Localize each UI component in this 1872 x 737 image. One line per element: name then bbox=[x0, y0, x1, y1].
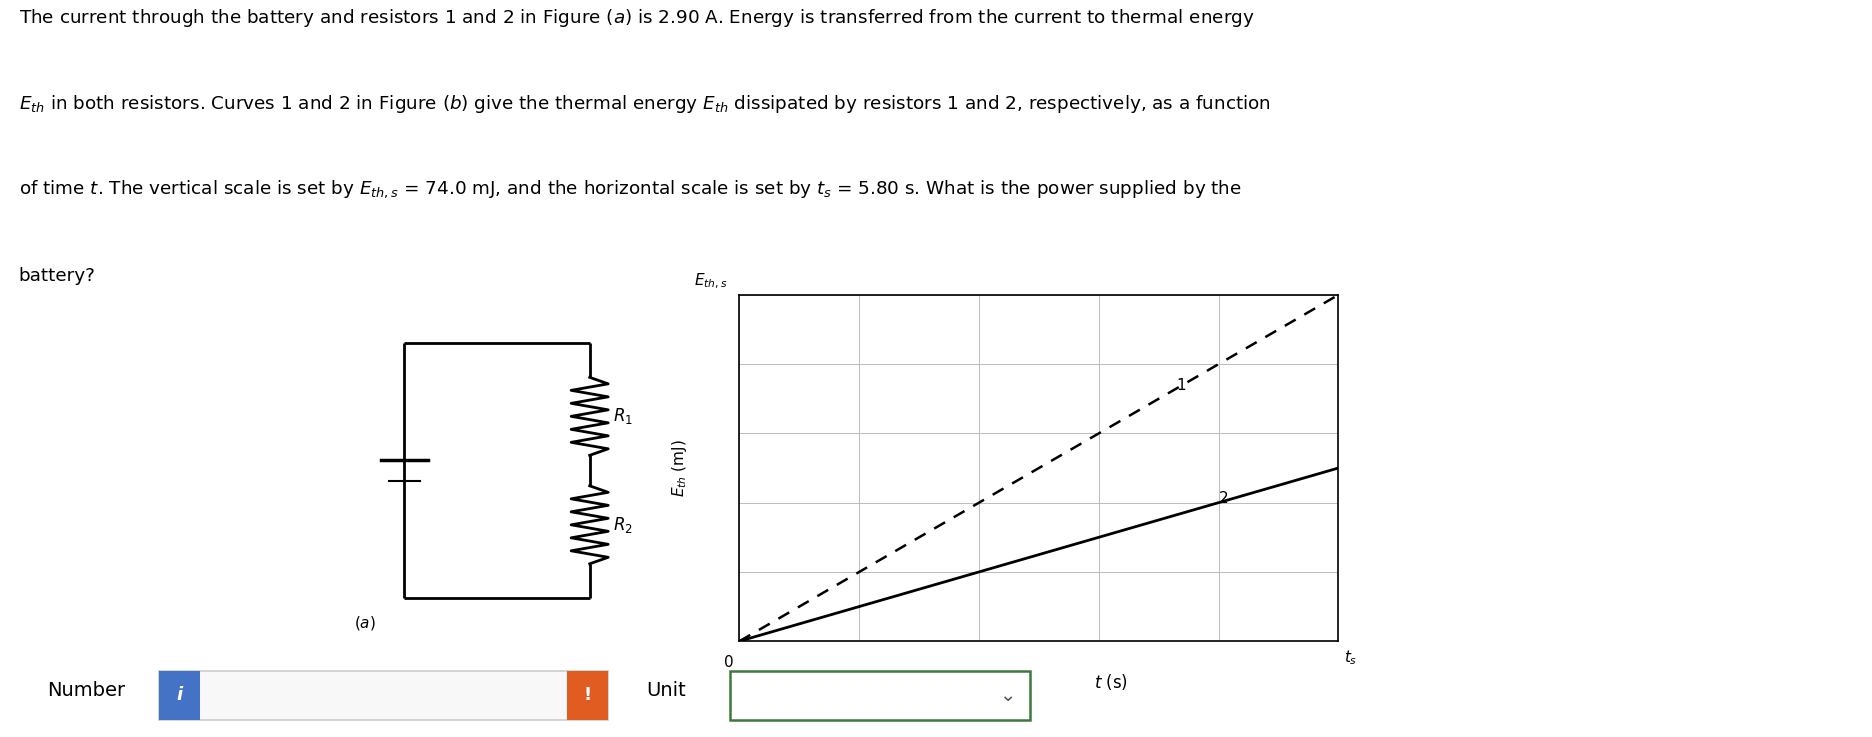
Text: ⌄: ⌄ bbox=[1000, 686, 1015, 705]
Text: battery?: battery? bbox=[19, 268, 95, 285]
Text: Number: Number bbox=[47, 681, 125, 700]
Text: $(b)$: $(b)$ bbox=[805, 672, 829, 692]
Text: $R_2$: $R_2$ bbox=[614, 515, 633, 535]
Bar bbox=[567, 671, 608, 720]
Bar bbox=[159, 671, 608, 720]
Text: 0: 0 bbox=[724, 655, 734, 670]
Text: $R_1$: $R_1$ bbox=[614, 406, 633, 426]
Text: 2: 2 bbox=[1219, 491, 1228, 506]
Text: $E_{th}$ (mJ): $E_{th}$ (mJ) bbox=[670, 439, 689, 497]
Text: The current through the battery and resistors 1 and 2 in Figure ($a$) is 2.90 A.: The current through the battery and resi… bbox=[19, 7, 1254, 29]
Text: Unit: Unit bbox=[646, 681, 685, 700]
Text: $t_s$: $t_s$ bbox=[1344, 648, 1357, 667]
Text: !: ! bbox=[584, 686, 592, 705]
Bar bbox=[159, 671, 200, 720]
Text: i: i bbox=[176, 686, 183, 705]
Text: $E_{th}$ in both resistors. Curves 1 and 2 in Figure ($b$) give the thermal ener: $E_{th}$ in both resistors. Curves 1 and… bbox=[19, 93, 1271, 115]
Text: 1: 1 bbox=[1177, 378, 1187, 393]
Text: of time $t$. The vertical scale is set by $E_{th,s}$ = 74.0 mJ, and the horizont: of time $t$. The vertical scale is set b… bbox=[19, 178, 1241, 200]
Text: $E_{th,s}$: $E_{th,s}$ bbox=[695, 272, 728, 291]
Text: $(a)$: $(a)$ bbox=[354, 614, 376, 632]
Text: $t$ (s): $t$ (s) bbox=[1093, 672, 1127, 692]
Bar bbox=[730, 671, 1030, 720]
